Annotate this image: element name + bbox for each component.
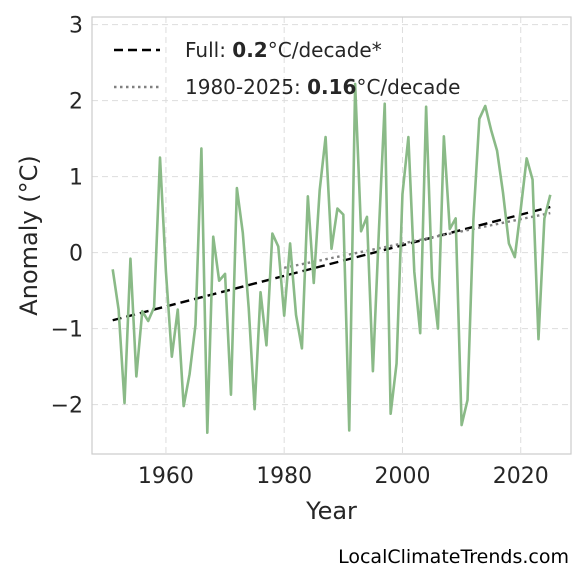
legend-suffix: °C/decade: [356, 75, 460, 99]
series-line: [111, 82, 552, 435]
x-tick-labels: 1960 1980 2000 2020: [138, 464, 549, 489]
legend-rate: 0.2: [232, 38, 267, 62]
x-axis-title: Year: [305, 497, 357, 525]
y-tick-label: −1: [51, 318, 83, 343]
y-tick-label: −2: [51, 394, 83, 419]
trend-lines: [112, 205, 551, 322]
legend-rate: 0.16: [307, 75, 356, 99]
legend-prefix: 1980-2025:: [185, 75, 307, 99]
y-tick-label: 3: [69, 14, 83, 39]
grid: [92, 17, 571, 454]
x-tick-label: 1980: [256, 464, 312, 489]
legend-entry: 1980-2025: 0.16°C/decade: [185, 75, 460, 99]
y-tick-labels: −2 −1 0 1 2 3: [51, 14, 83, 419]
x-tick-label: 1960: [138, 464, 194, 489]
y-tick-label: 1: [69, 166, 83, 191]
x-tick-label: 2020: [493, 464, 549, 489]
y-axis-title: Anomaly (°C): [15, 155, 43, 315]
legend-suffix: °C/decade*: [268, 38, 382, 62]
plot-frame: [91, 16, 572, 455]
trend-line-dashed: [112, 205, 551, 322]
y-tick-label: 0: [69, 242, 83, 267]
x-tick-label: 2000: [374, 464, 430, 489]
legend-entry: Full: 0.2°C/decade*: [185, 38, 382, 62]
data-series: [111, 82, 552, 435]
legend: Full: 0.2°C/decade*1980-2025: 0.16°C/dec…: [114, 38, 460, 99]
site-credit: LocalClimateTrends.com: [338, 546, 569, 568]
legend-prefix: Full:: [185, 38, 232, 62]
y-tick-label: 2: [69, 90, 83, 115]
